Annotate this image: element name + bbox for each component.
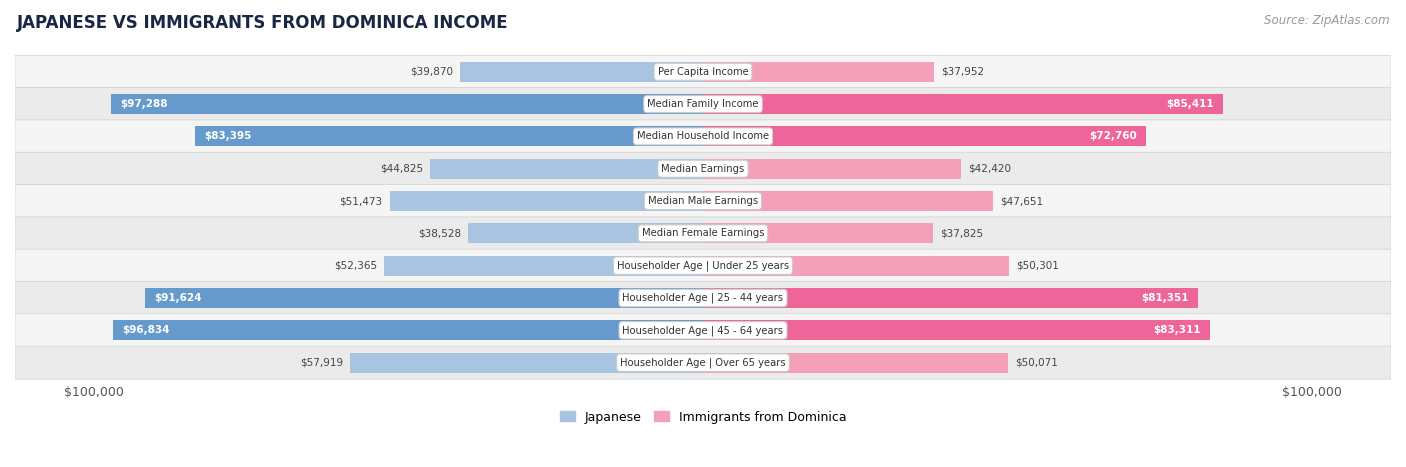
Bar	[384, 255, 703, 276]
Bar	[703, 94, 1223, 114]
Text: Median Family Income: Median Family Income	[647, 99, 759, 109]
Text: Median Earnings: Median Earnings	[661, 164, 745, 174]
Text: $96,834: $96,834	[122, 325, 170, 335]
Text: $97,288: $97,288	[120, 99, 167, 109]
Bar	[460, 62, 703, 82]
FancyBboxPatch shape	[15, 184, 1391, 218]
FancyBboxPatch shape	[15, 217, 1391, 250]
Bar	[703, 255, 1010, 276]
Text: $57,919: $57,919	[299, 358, 343, 368]
Text: $85,411: $85,411	[1166, 99, 1213, 109]
Bar	[703, 353, 1008, 373]
Text: Householder Age | 25 - 44 years: Householder Age | 25 - 44 years	[623, 293, 783, 303]
FancyBboxPatch shape	[15, 346, 1391, 379]
Text: $81,351: $81,351	[1142, 293, 1189, 303]
Bar	[145, 288, 703, 308]
Text: $39,870: $39,870	[411, 67, 453, 77]
Bar	[195, 127, 703, 147]
Text: $72,760: $72,760	[1090, 131, 1137, 142]
Bar	[350, 353, 703, 373]
Text: $50,301: $50,301	[1017, 261, 1060, 271]
Text: $47,651: $47,651	[1001, 196, 1043, 206]
Bar	[389, 191, 703, 211]
Bar	[703, 288, 1198, 308]
Bar	[703, 62, 934, 82]
Bar	[703, 320, 1211, 340]
Text: $37,952: $37,952	[942, 67, 984, 77]
Bar	[703, 191, 993, 211]
Text: Median Female Earnings: Median Female Earnings	[641, 228, 765, 238]
Bar	[111, 94, 703, 114]
Text: JAPANESE VS IMMIGRANTS FROM DOMINICA INCOME: JAPANESE VS IMMIGRANTS FROM DOMINICA INC…	[17, 14, 509, 32]
Text: $91,624: $91,624	[155, 293, 202, 303]
Text: Median Household Income: Median Household Income	[637, 131, 769, 142]
FancyBboxPatch shape	[15, 120, 1391, 153]
Text: $37,825: $37,825	[941, 228, 984, 238]
Text: $51,473: $51,473	[339, 196, 382, 206]
Text: $50,071: $50,071	[1015, 358, 1059, 368]
Text: $83,395: $83,395	[204, 131, 252, 142]
Bar	[468, 223, 703, 243]
Bar	[703, 127, 1146, 147]
FancyBboxPatch shape	[15, 152, 1391, 185]
Text: Householder Age | Over 65 years: Householder Age | Over 65 years	[620, 357, 786, 368]
Text: Householder Age | 45 - 64 years: Householder Age | 45 - 64 years	[623, 325, 783, 336]
FancyBboxPatch shape	[15, 55, 1391, 88]
Text: Median Male Earnings: Median Male Earnings	[648, 196, 758, 206]
Bar	[430, 159, 703, 179]
Text: Per Capita Income: Per Capita Income	[658, 67, 748, 77]
Text: Householder Age | Under 25 years: Householder Age | Under 25 years	[617, 261, 789, 271]
Text: $38,528: $38,528	[418, 228, 461, 238]
Bar	[703, 223, 934, 243]
Bar	[703, 159, 962, 179]
FancyBboxPatch shape	[15, 314, 1391, 347]
Bar	[114, 320, 703, 340]
Text: $52,365: $52,365	[333, 261, 377, 271]
Text: $42,420: $42,420	[969, 164, 1011, 174]
Text: $44,825: $44,825	[380, 164, 423, 174]
FancyBboxPatch shape	[15, 88, 1391, 120]
Text: $83,311: $83,311	[1153, 325, 1201, 335]
Legend: Japanese, Immigrants from Dominica: Japanese, Immigrants from Dominica	[554, 405, 852, 429]
FancyBboxPatch shape	[15, 282, 1391, 314]
Text: Source: ZipAtlas.com: Source: ZipAtlas.com	[1264, 14, 1389, 27]
FancyBboxPatch shape	[15, 249, 1391, 282]
